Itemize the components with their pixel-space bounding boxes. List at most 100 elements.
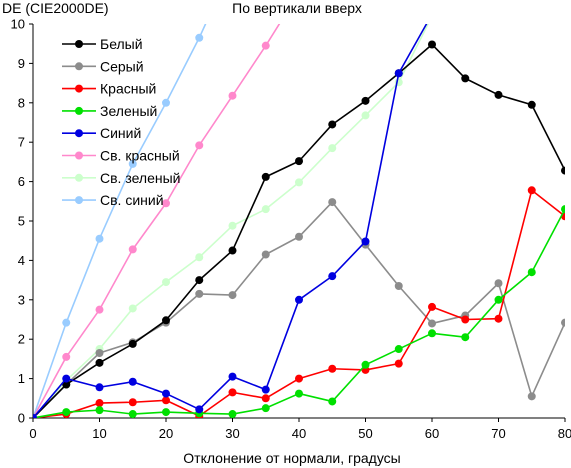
series-3-point: [428, 302, 436, 311]
legend-swatch-marker: [75, 84, 83, 93]
x-tick-label: 70: [491, 426, 505, 441]
x-tick-label: 30: [225, 426, 239, 441]
series-1-point: [527, 100, 536, 109]
legend-label: Св. синий: [100, 192, 164, 208]
series-1-point: [561, 166, 565, 175]
series-4-point: [394, 345, 403, 354]
legend-swatch-marker: [75, 151, 83, 160]
series-1-point: [494, 90, 503, 99]
series-5-point: [328, 272, 337, 281]
legend-item: Св. синий: [62, 192, 164, 208]
series-8-point: [128, 159, 137, 168]
series-2: [33, 198, 565, 418]
series-8-point: [162, 98, 170, 107]
series-7-point: [195, 253, 204, 262]
x-tick-label: 0: [29, 426, 36, 441]
series-7-line: [33, 24, 429, 418]
series-4-point: [428, 329, 436, 338]
legend-swatch-marker: [75, 129, 83, 138]
series-1-point: [261, 172, 270, 181]
legend-swatch-marker: [75, 106, 83, 115]
legend: Белый Серый Красный Зеленый Синий Св. красный…: [62, 36, 180, 208]
series-2-point: [561, 318, 565, 327]
legend-label: Белый: [100, 36, 143, 52]
legend-item: Зеленый: [62, 103, 157, 119]
series-4-point: [295, 389, 303, 398]
series-5-point: [195, 405, 204, 414]
series-6: [33, 24, 281, 418]
x-tick-label: 20: [159, 426, 173, 441]
legend-item: Белый: [62, 36, 143, 52]
legend-swatch-marker: [75, 173, 83, 182]
series-4-point: [95, 406, 104, 415]
series-1-point: [228, 246, 237, 255]
series-5-point: [261, 385, 270, 394]
series-6-line: [33, 24, 281, 418]
series-2-point: [95, 348, 104, 357]
x-tick-label: 50: [358, 426, 372, 441]
series-3-point: [394, 359, 403, 368]
series-3-point: [461, 315, 470, 324]
legend-item: Красный: [62, 81, 156, 97]
series-7-point: [428, 12, 436, 20]
chart-title: По вертикали вверх: [232, 0, 362, 16]
series-4-point: [561, 205, 565, 214]
series-5-point: [128, 377, 137, 386]
series-2-point: [527, 392, 536, 401]
y-tick-label: 6: [18, 174, 25, 189]
legend-label: Серый: [100, 58, 144, 74]
series-8-point: [95, 234, 104, 243]
series-2-point: [328, 198, 337, 207]
series-2-point: [228, 291, 237, 300]
y-tick-label: 7: [18, 135, 25, 150]
y-tick-label: 9: [18, 56, 25, 71]
series-7-point: [328, 144, 337, 153]
series-3-point: [328, 364, 337, 373]
legend-label: Св. зеленый: [100, 170, 180, 186]
series-1-point: [95, 358, 104, 367]
series-3-point: [228, 388, 237, 397]
series-4-point: [361, 360, 370, 369]
x-tick-label: 10: [92, 426, 106, 441]
series-1-point: [361, 96, 370, 105]
legend-label: Зеленый: [100, 103, 157, 119]
series-5-point: [162, 389, 170, 398]
x-tick-label: 60: [425, 426, 439, 441]
series-4-point: [62, 408, 71, 417]
series-3-point: [527, 186, 536, 195]
series-5-point: [428, 10, 436, 18]
series-4-point: [461, 333, 470, 342]
series-2-point: [394, 282, 403, 291]
legend-label: Св. красный: [100, 148, 180, 164]
series-6-point: [62, 352, 71, 361]
series-7-point: [361, 111, 370, 120]
legend-swatch-marker: [75, 40, 83, 48]
series-1-point: [328, 120, 337, 129]
series-7-point: [228, 221, 237, 230]
series-3-line: [33, 189, 565, 418]
series-3: [33, 186, 565, 418]
series-4-point: [527, 268, 536, 277]
series-5-point: [33, 414, 37, 418]
x-tick-label: 40: [292, 426, 306, 441]
y-tick-label: 4: [18, 253, 25, 268]
series-2-point: [261, 250, 270, 259]
series-5-point: [295, 295, 303, 304]
series-7-point: [261, 205, 270, 214]
axes: 0 1 2 3 4 5 6 7 8 9 10 0 10 20 30 40 50 60 70 80: [11, 17, 571, 442]
y-tick-label: 0: [18, 411, 25, 426]
series-5: [33, 10, 436, 418]
series-6-point: [261, 41, 270, 50]
series-1-point: [128, 339, 137, 348]
series-1-point: [295, 157, 303, 166]
series-8-point: [62, 318, 71, 327]
legend-swatch-marker: [75, 62, 83, 71]
series-1-point: [162, 316, 170, 325]
series-3-point: [261, 394, 270, 403]
y-tick-label: 1: [18, 371, 25, 386]
series-4: [33, 205, 565, 418]
x-tick-label: 80: [558, 426, 571, 441]
series-5-point: [228, 372, 237, 381]
legend-label: Синий: [100, 125, 141, 141]
